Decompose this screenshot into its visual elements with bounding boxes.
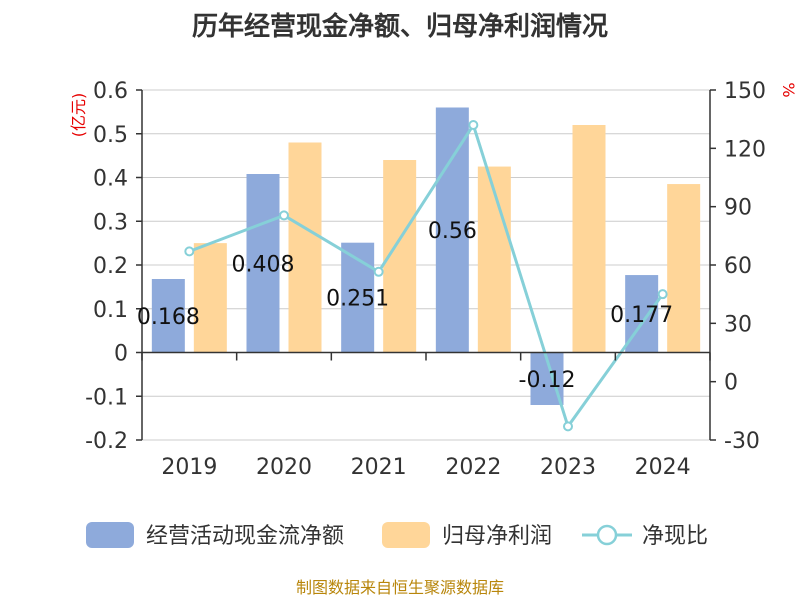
legend-marker-ratio <box>596 524 618 546</box>
x-tick-label-2020: 2020 <box>256 455 312 480</box>
bar-profit-2019 <box>193 243 227 353</box>
left-tick-label: 0.5 <box>93 123 128 148</box>
data-label-cashflow-2021: 0.251 <box>326 287 389 312</box>
point-ratio-2020 <box>279 210 289 221</box>
left-tick-label: -0.1 <box>85 385 128 410</box>
point-ratio-2024 <box>657 289 668 300</box>
right-tick-label: 90 <box>724 196 752 221</box>
line-ratio <box>188 121 664 430</box>
right-tick-label: 120 <box>724 137 766 162</box>
left-tick-label: -0.2 <box>85 429 128 454</box>
legend-swatch-profit <box>382 522 430 548</box>
right-tick-label: 0 <box>724 371 738 396</box>
left-tick-label: 0.6 <box>93 79 128 104</box>
left-tick-label: 0.1 <box>93 298 128 323</box>
data-label-cashflow-2020: 0.408 <box>232 252 295 277</box>
gridlines <box>142 89 710 441</box>
data-label-cashflow-2023: -0.12 <box>519 368 576 393</box>
x-tick-label-2023: 2023 <box>540 455 596 480</box>
x-tick-label-2021: 2021 <box>351 455 407 480</box>
x-tick-label-2024: 2024 <box>635 455 691 480</box>
legend-swatch-cashflow <box>86 522 134 548</box>
x-tick-label-2022: 2022 <box>445 455 501 480</box>
x-tick-label-2019: 2019 <box>161 455 217 480</box>
bar-cashflow-2019 <box>151 279 185 353</box>
bar-profit-2022 <box>477 166 511 353</box>
left-axis-ticks: 0.6 0.5 0.4 0.3 0.2 0.1 0 -0.1 -0.2 <box>85 79 142 454</box>
chart-title: 历年经营现金净额、归母净利润情况 <box>192 11 608 42</box>
data-label-cashflow-2019: 0.168 <box>137 305 200 330</box>
right-axis-ticks: 150 120 90 60 30 0 -30 <box>710 79 766 454</box>
line-series <box>184 120 668 432</box>
bar-cashflow-2020 <box>246 174 280 353</box>
point-ratio-2023 <box>563 421 573 432</box>
right-tick-label: 30 <box>724 312 752 337</box>
legend-label-cashflow: 经营活动现金流净额 <box>146 524 344 549</box>
point-ratio-2021 <box>373 266 384 277</box>
data-label-cashflow-2024: 0.177 <box>610 303 673 328</box>
bar-profit-2023 <box>572 125 606 353</box>
point-ratio-2022 <box>468 120 479 130</box>
data-labels: 0.168 0.408 0.251 0.56 -0.12 0.177 <box>137 219 673 393</box>
left-tick-label: 0 <box>114 342 128 367</box>
x-axis-ticks: 2019 2020 2021 2022 2023 2024 <box>161 455 690 480</box>
right-tick-label: 60 <box>724 254 752 279</box>
point-ratio-2019 <box>184 246 195 257</box>
data-label-cashflow-2022: 0.56 <box>428 219 477 244</box>
source-note: 制图数据来自恒生聚源数据库 <box>296 578 504 597</box>
left-tick-label: 0.3 <box>93 210 128 235</box>
right-tick-label: 150 <box>724 79 766 104</box>
left-tick-label: 0.4 <box>93 167 128 192</box>
left-tick-label: 0.2 <box>93 254 128 279</box>
bar-profit-2024 <box>667 184 701 353</box>
legend: 经营活动现金流净额 归母净利润 净现比 <box>86 522 708 549</box>
bar-profit-2020 <box>288 142 322 353</box>
right-tick-label: -30 <box>724 429 760 454</box>
bar-cashflow-2022 <box>435 107 469 353</box>
right-axis-unit: % <box>779 82 798 97</box>
left-axis-unit: (亿元) <box>69 93 88 138</box>
legend-label-profit: 归母净利润 <box>442 524 552 549</box>
legend-label-ratio: 净现比 <box>642 524 708 549</box>
